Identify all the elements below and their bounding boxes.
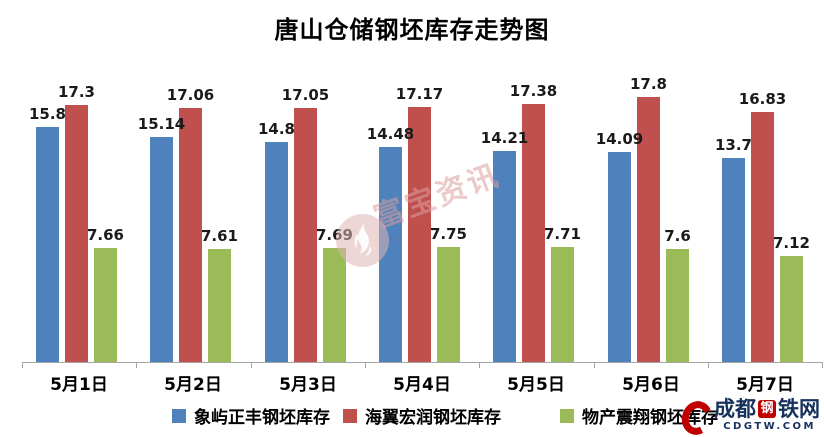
x-axis-tick [365, 362, 366, 368]
x-axis-tick [136, 362, 137, 368]
site-logo: 成都 钢 铁网 CDGTW.COM [677, 397, 820, 437]
bar-value-label: 14.8 [257, 120, 295, 138]
logo-text: 成都 钢 铁网 [714, 398, 820, 420]
category-label: 5月3日 [279, 375, 337, 395]
bar-value-label: 17.05 [281, 86, 330, 104]
bar-value-label: 17.06 [166, 86, 215, 104]
x-axis-line [22, 362, 823, 363]
bar-2-group-4 [408, 107, 431, 362]
bar-value-label: 17.38 [509, 82, 558, 100]
bar-value-label: 7.12 [772, 234, 810, 252]
bar-value-label: 7.66 [86, 226, 124, 244]
legend-label-series3: 物产震翔钢坯库存 [582, 408, 718, 428]
legend-item-series1: 象屿正丰钢坯库存 [172, 403, 330, 428]
bar-3-group-2 [208, 249, 231, 362]
bar-value-label: 7.75 [429, 225, 467, 243]
bar-3-group-3 [323, 248, 346, 362]
bar-2-group-7 [751, 112, 774, 362]
x-axis-tick [22, 362, 23, 368]
bar-1-group-3 [265, 142, 288, 362]
bar-2-group-6 [637, 97, 660, 362]
logo-c-icon [677, 397, 717, 437]
legend: 象屿正丰钢坯库存 海翼宏润钢坯库存 物产震翔钢坯库存 [0, 401, 824, 428]
bar-1-group-7 [722, 158, 745, 362]
category-label: 5月1日 [50, 375, 108, 395]
bar-1-group-6 [608, 152, 631, 362]
x-axis-tick [594, 362, 595, 368]
bar-value-label: 16.83 [738, 90, 787, 108]
bar-1-group-5 [493, 151, 516, 362]
legend-label-series2: 海翼宏润钢坯库存 [365, 408, 501, 428]
legend-swatch-green [560, 408, 574, 423]
logo-text-suffix: 铁网 [778, 397, 820, 421]
bar-value-label: 15.8 [28, 105, 66, 123]
bar-value-label: 17.3 [57, 83, 95, 101]
x-axis-tick [822, 362, 823, 368]
category-label: 5月5日 [507, 375, 565, 395]
category-label: 5月4日 [393, 375, 451, 395]
bar-1-group-1 [36, 127, 59, 362]
bar-value-label: 7.6 [664, 227, 691, 245]
logo-boxed-char-icon: 钢 [758, 400, 776, 418]
x-axis-tick [708, 362, 709, 368]
bar-value-label: 13.7 [714, 136, 752, 154]
x-axis-tick [251, 362, 252, 368]
bar-value-label: 17.17 [395, 85, 444, 103]
bar-value-label: 7.71 [543, 225, 581, 243]
legend-swatch-red [343, 408, 357, 423]
category-label: 5月6日 [622, 375, 680, 395]
category-label: 5月2日 [164, 375, 222, 395]
bar-3-group-7 [780, 256, 803, 362]
bar-value-label: 15.14 [137, 115, 186, 133]
bar-value-label: 14.48 [366, 125, 415, 143]
legend-label-series1: 象屿正丰钢坯库存 [194, 408, 330, 428]
watermark-flame-icon [336, 214, 389, 267]
legend-swatch-blue [172, 408, 186, 423]
bar-value-label: 17.8 [629, 75, 667, 93]
legend-item-series3: 物产震翔钢坯库存 [560, 403, 718, 428]
bar-2-group-1 [65, 105, 88, 362]
logo-text-prefix: 成都 [714, 397, 756, 421]
bar-1-group-2 [150, 137, 173, 362]
bar-value-label: 14.21 [480, 129, 529, 147]
x-axis-tick [479, 362, 480, 368]
bar-value-label: 7.61 [200, 227, 238, 245]
bar-3-group-1 [94, 248, 117, 362]
bar-2-group-2 [179, 108, 202, 362]
bar-3-group-5 [551, 247, 574, 362]
chart-title: 唐山仓储钢坯库存走势图 [274, 16, 550, 44]
category-label: 5月7日 [736, 375, 794, 395]
bar-1-group-4 [379, 147, 402, 362]
bar-3-group-6 [666, 249, 689, 362]
bar-2-group-3 [294, 108, 317, 362]
bar-3-group-4 [437, 247, 460, 362]
bar-value-label: 14.09 [595, 130, 644, 148]
legend-item-series2: 海翼宏润钢坯库存 [343, 403, 501, 428]
logo-domain: CDGTW.COM [723, 421, 816, 432]
bar-2-group-5 [522, 104, 545, 362]
